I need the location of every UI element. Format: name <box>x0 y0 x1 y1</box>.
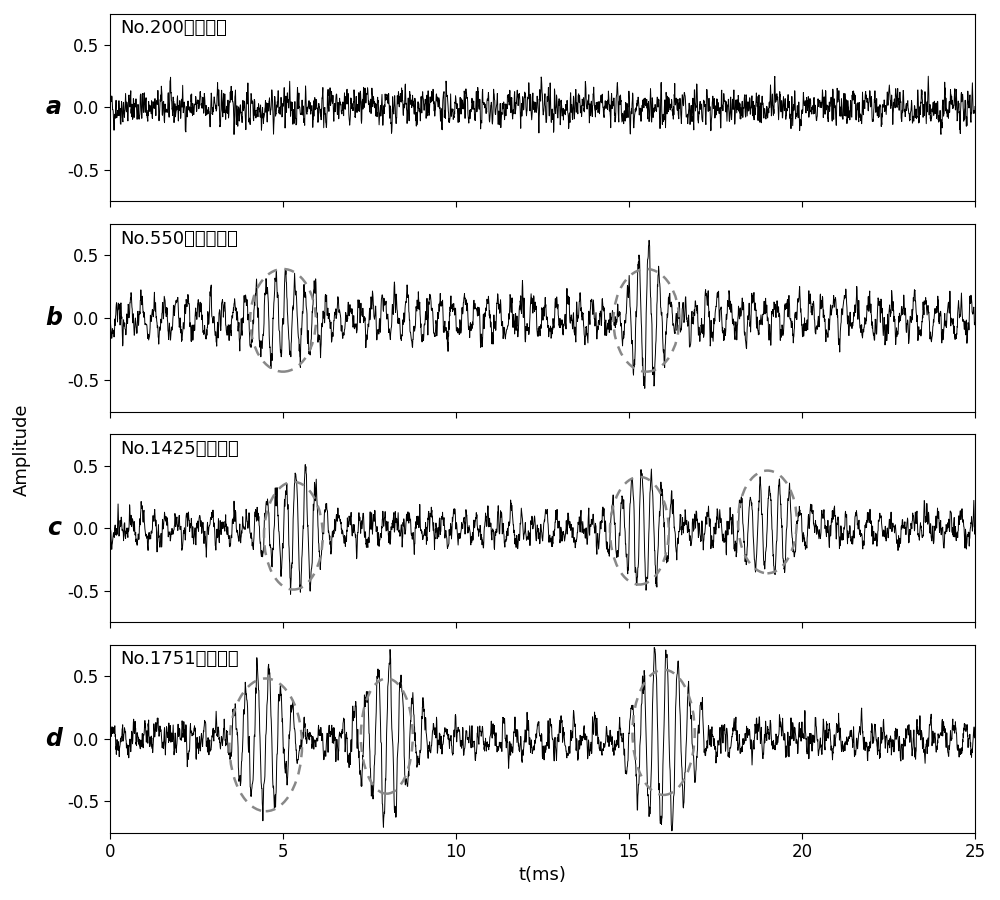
Text: No.1425轻度退化: No.1425轻度退化 <box>120 440 239 458</box>
Text: a: a <box>46 95 62 120</box>
Text: c: c <box>47 517 61 540</box>
Text: d: d <box>45 726 62 751</box>
Text: No.200性能良好: No.200性能良好 <box>120 19 227 37</box>
Text: Amplitude: Amplitude <box>13 404 31 496</box>
Text: No.1751严重退化: No.1751严重退化 <box>120 651 239 669</box>
Text: No.550故障潜伏期: No.550故障潜伏期 <box>120 230 238 248</box>
X-axis label: t(ms): t(ms) <box>519 867 566 885</box>
Text: b: b <box>45 306 62 329</box>
